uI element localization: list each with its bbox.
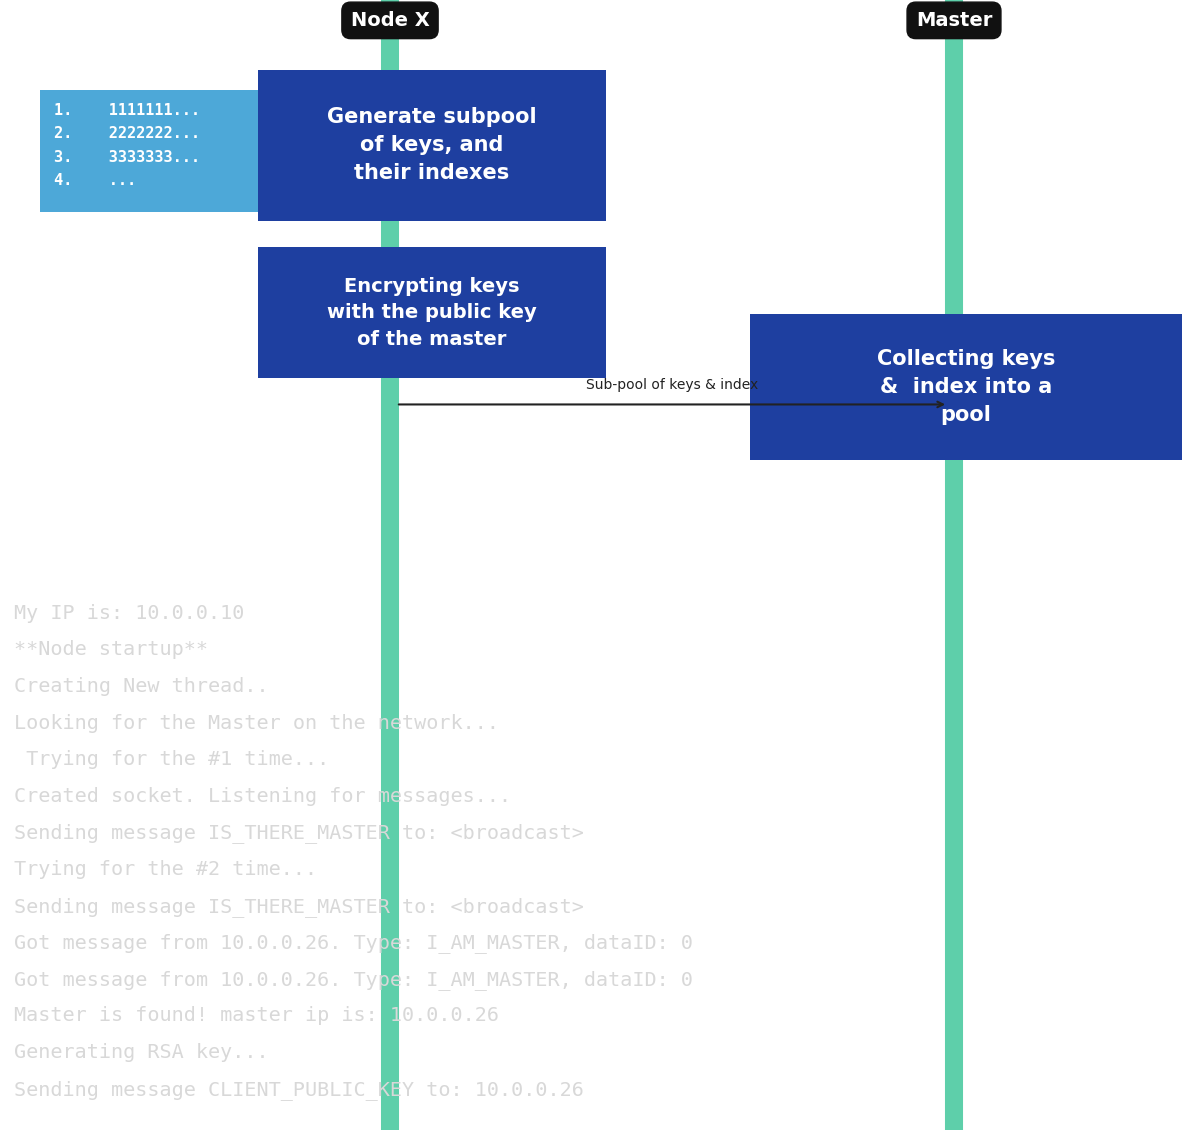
Text: Looking for the Master on the network...: Looking for the Master on the network...: [14, 714, 499, 732]
Text: Master: Master: [916, 11, 992, 29]
Text: My IP is: 10.0.0.10: My IP is: 10.0.0.10: [14, 603, 245, 623]
Text: Generating RSA key...: Generating RSA key...: [14, 1043, 269, 1062]
Text: Created socket. Listening for messages...: Created socket. Listening for messages..…: [14, 786, 511, 806]
Text: Creating New thread..: Creating New thread..: [14, 677, 269, 696]
Text: Encrypting keys
with the public key
of the master: Encrypting keys with the public key of t…: [328, 277, 536, 349]
Text: Generate subpool
of keys, and
their indexes: Generate subpool of keys, and their inde…: [328, 107, 536, 183]
Text: Got message from 10.0.0.26. Type: I_AM_MASTER, dataID: 0: Got message from 10.0.0.26. Type: I_AM_M…: [14, 970, 694, 990]
Text: Sub-pool of keys & index: Sub-pool of keys & index: [586, 377, 758, 392]
Text: Trying for the #1 time...: Trying for the #1 time...: [14, 750, 330, 770]
Text: Got message from 10.0.0.26. Type: I_AM_MASTER, dataID: 0: Got message from 10.0.0.26. Type: I_AM_M…: [14, 933, 694, 954]
FancyBboxPatch shape: [40, 90, 282, 212]
Text: Sending message IS_THERE_MASTER to: <broadcast>: Sending message IS_THERE_MASTER to: <bro…: [14, 897, 584, 916]
Text: Trying for the #2 time...: Trying for the #2 time...: [14, 860, 318, 879]
Text: Master is found! master ip is: 10.0.0.26: Master is found! master ip is: 10.0.0.26: [14, 1007, 499, 1026]
Text: **Node startup**: **Node startup**: [14, 641, 209, 660]
FancyBboxPatch shape: [258, 70, 606, 221]
FancyBboxPatch shape: [750, 314, 1182, 460]
Text: 1.    1111111...
2.    2222222...
3.    3333333...
4.    ...: 1. 1111111... 2. 2222222... 3. 3333333..…: [54, 103, 200, 188]
Text: Collecting keys
&  index into a
pool: Collecting keys & index into a pool: [877, 349, 1055, 425]
Text: Node X: Node X: [350, 11, 430, 29]
Text: Sending message IS_THERE_MASTER to: <broadcast>: Sending message IS_THERE_MASTER to: <bro…: [14, 824, 584, 843]
Text: Sending message CLIENT_PUBLIC_KEY to: 10.0.0.26: Sending message CLIENT_PUBLIC_KEY to: 10…: [14, 1079, 584, 1099]
FancyBboxPatch shape: [258, 247, 606, 379]
